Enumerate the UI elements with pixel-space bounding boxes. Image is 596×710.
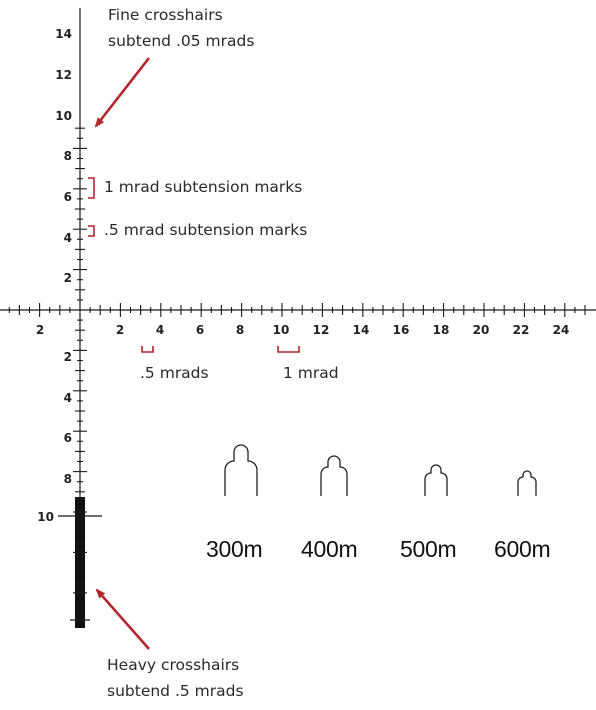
h-label-16: 16	[393, 323, 410, 337]
range-label-500m: 500m	[400, 536, 457, 562]
h-label-6: 6	[196, 323, 204, 337]
h-label-14: 14	[353, 323, 370, 337]
v-label-14: 14	[55, 27, 72, 41]
heavy-crosshairs-line-1: Heavy crosshairs	[107, 656, 240, 674]
half-mrads-caption: .5 mrads	[140, 364, 209, 382]
fine-crosshairs-line-2: subtend .05 mrads	[108, 32, 255, 50]
h-label-8: 8	[236, 323, 244, 337]
v-label-down-6: 6	[64, 431, 72, 445]
v-label-2: 2	[64, 271, 72, 285]
half-mrad-vertical-bracket	[88, 225, 95, 237]
h-label-10: 10	[273, 323, 290, 337]
range-mark-300m-shape	[224, 444, 258, 496]
v-label-8: 8	[64, 149, 72, 163]
half-mrad-horizontal-bracket	[141, 346, 154, 353]
range-label-300m: 300m	[206, 536, 263, 562]
h-label-18: 18	[433, 323, 450, 337]
v-label-12: 12	[55, 68, 72, 82]
fine-crosshairs-caption: Fine crosshairs subtend .05 mrads	[108, 4, 254, 52]
v-label-down-8: 8	[64, 472, 72, 486]
v-label-4: 4	[64, 231, 72, 245]
heavy-crosshairs-caption: Heavy crosshairs subtend .5 mrads	[107, 654, 244, 702]
h-label-left-2: 2	[36, 323, 44, 337]
vertical-subtension-ticks	[73, 127, 87, 604]
one-mrad-caption: 1 mrad	[283, 364, 339, 382]
one-mrad-horizontal-bracket	[277, 346, 300, 353]
v-label-6: 6	[64, 190, 72, 204]
range-label-600m: 600m	[494, 536, 551, 562]
range-mark-500m-shape	[424, 464, 448, 496]
h-label-4: 4	[156, 323, 164, 337]
v-label-down-2: 2	[64, 350, 72, 364]
fine-crosshairs-line-1: Fine crosshairs	[108, 6, 223, 24]
horizontal-subtension-ticks	[8, 303, 586, 317]
one-mrad-vertical-bracket	[88, 177, 95, 199]
v-label-heavy-10: 10	[37, 510, 54, 524]
range-label-400m: 400m	[301, 536, 358, 562]
h-label-12: 12	[313, 323, 330, 337]
fine-crosshair-arrow	[94, 57, 151, 128]
mrad-marks-caption: 1 mrad subtension marks	[104, 178, 303, 196]
h-label-24: 24	[553, 323, 570, 337]
heavy-crosshairs-line-2: subtend .5 mrads	[107, 682, 244, 700]
heavy-crosshair-arrow	[95, 588, 150, 650]
v-label-10: 10	[55, 109, 72, 123]
h-label-2: 2	[116, 323, 124, 337]
range-mark-600m-shape	[517, 470, 537, 496]
half-mrad-marks-caption: .5 mrad subtension marks	[104, 221, 308, 239]
range-mark-400m-shape	[320, 455, 348, 496]
v-label-down-4: 4	[64, 391, 72, 405]
h-label-22: 22	[513, 323, 530, 337]
h-label-20: 20	[473, 323, 490, 337]
